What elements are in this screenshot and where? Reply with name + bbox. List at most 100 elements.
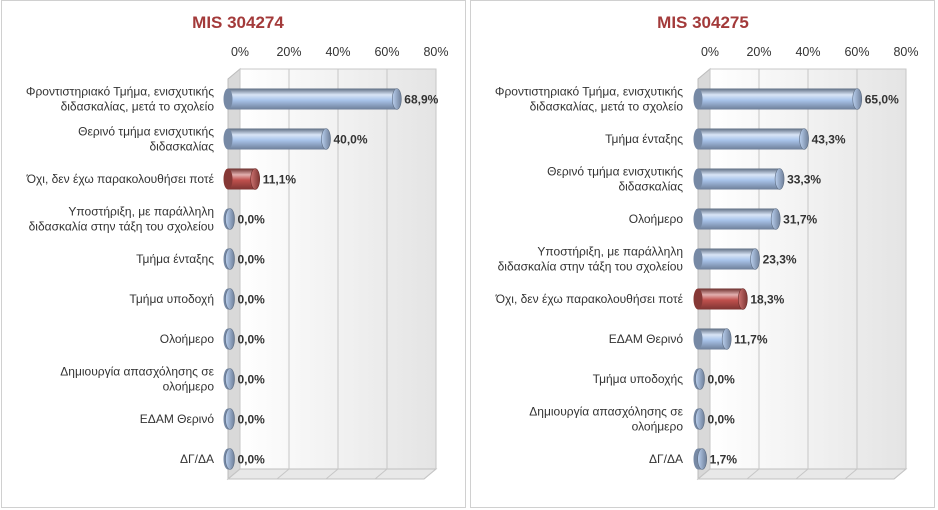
floor-gridline [374,468,388,480]
bar-body [698,128,805,150]
category-label: Τμήμα υποδοχής [593,372,684,386]
bar-body [698,248,756,270]
category-label: Τμήμα υποδοχή [129,292,214,306]
bar-cap [225,328,235,350]
bar-cap [225,248,235,270]
bar [693,248,760,270]
bar-body [698,168,780,190]
x-tick-label: 20% [746,45,771,59]
floor-gridline [227,468,241,480]
floor-gridline [795,468,809,480]
bar [223,408,235,430]
data-label: 0,0% [238,373,266,387]
bar [693,448,707,470]
data-label: 18,3% [750,293,784,307]
bar-cap [225,288,235,310]
category-label: Θερινό τμήμα ενισχυτικής διδασκαλίας [547,165,683,194]
data-label: 31,7% [783,213,817,227]
category-label: ΕΔΑΜ Θερινό [140,412,215,426]
category-label: Ολοήμερο [160,332,215,346]
bar-cap [750,248,760,270]
data-label: 33,3% [787,173,821,187]
bar-cap [697,448,707,470]
bar-base [223,168,233,190]
data-label: 68,9% [404,93,438,107]
floor-gridline [325,468,339,480]
bar-cap [225,208,235,230]
bar-body [698,208,776,230]
bar [693,328,732,350]
bar [693,368,705,390]
bar [693,288,748,310]
bar-cap [770,208,781,230]
bar-base [693,208,703,230]
data-label: 11,1% [263,173,297,187]
bar-cap [738,288,748,310]
chart-title: MIS 304274 [192,13,284,32]
data-label: 0,0% [238,293,266,307]
category-label: Υποστήριξη, με παράλληλη διδασκαλία στην … [498,245,683,274]
bar-cap [852,88,863,110]
bar [223,288,235,310]
bar-base [693,248,703,270]
bar [223,368,235,390]
floor-gridline [893,468,907,480]
bar-cap [225,368,235,390]
bar [223,88,402,110]
chart-left: MIS 304274 0% 20% 40% 60% 80% 68,9% Φροντιστηρι… [26,13,449,481]
x-tick-label: 60% [374,45,399,59]
category-label: Φροντιστηριακό Τμήμα, ενισχυτικής διδασκα… [26,85,214,114]
chart-panel-right: MIS 304275 0% 20% 40% 60% 80% 65,0% Φροντιστηρι… [470,0,935,508]
bar [223,328,235,350]
x-tick-label: 0% [701,45,719,59]
bar [223,208,235,230]
bar-cap [225,408,235,430]
floor-gridline [423,468,437,480]
x-tick-label: 0% [231,45,249,59]
bar-cap [695,408,705,430]
category-label: Τμήμα ένταξης [605,132,683,146]
data-label: 65,0% [865,93,899,107]
data-label: 23,3% [763,253,797,267]
bar-base [693,168,703,190]
bar [223,128,331,150]
bar-cap [695,368,705,390]
category-label: Όχι, δεν έχω παρακολουθήσει ποτέ [26,172,215,186]
x-tick-label: 20% [276,45,301,59]
bar-body [698,328,727,350]
data-label: 0,0% [238,453,266,467]
x-tick-label: 40% [795,45,820,59]
bar-base [693,288,703,310]
floor-gridline [746,468,760,480]
bar [693,208,781,230]
data-label: 0,0% [708,373,736,387]
bar-body [228,88,397,110]
category-label: Υποστήριξη, με παράλληλη διδασκαλία στην … [29,205,214,234]
bar-cap [225,448,235,470]
data-label: 0,0% [238,213,266,227]
bar-cap [774,168,785,190]
data-label: 43,3% [812,133,846,147]
data-label: 1,7% [710,453,738,467]
bar-base [693,328,703,350]
category-label: Τμήμα ένταξης [136,252,214,266]
bar-cap [392,88,402,110]
category-label: Δημιουργία απασχόλησης σε ολοήμερο [60,365,214,394]
data-label: 0,0% [238,253,266,267]
category-label: ΔΓ/ΔΑ [649,452,683,466]
bar-body [228,168,256,190]
floor-gridline [844,468,858,480]
bar [693,88,863,110]
data-label: 0,0% [238,413,266,427]
x-tick-label: 60% [844,45,869,59]
bar [693,408,705,430]
floor-gridline [697,468,711,480]
category-label: ΔΓ/ΔΑ [180,452,214,466]
x-tick-label: 80% [423,45,448,59]
bar-base [693,128,703,150]
bar-body [698,288,743,310]
category-label: ΕΔΑΜ Θερινό [609,332,684,346]
bar-cap [250,168,260,190]
category-label: Δημιουργία απασχόλησης σε ολοήμερο [529,405,683,434]
bar [223,248,235,270]
